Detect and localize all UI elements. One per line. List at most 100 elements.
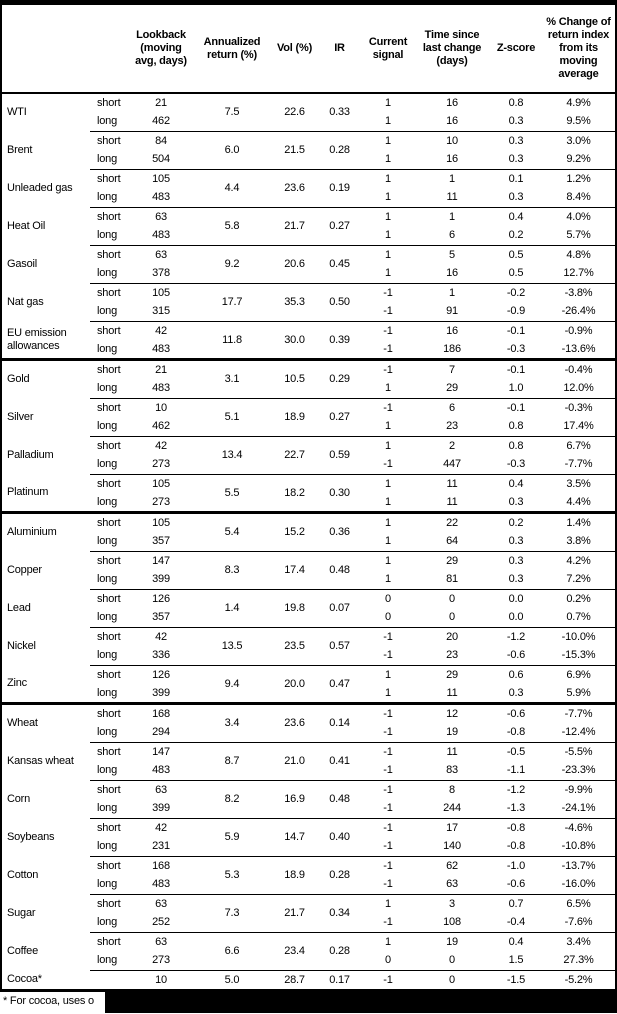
current-signal-value: -1 xyxy=(383,458,393,471)
change-value: -3.8% xyxy=(542,282,615,302)
table-row: EU emission allowances short 42 11.8 30.0 0.3… xyxy=(2,320,615,360)
current-signal-value: -1 xyxy=(362,320,414,340)
lookback-value: 42 xyxy=(130,320,192,340)
zscore-value: -0.8 xyxy=(506,726,526,739)
change-value: 0.2% xyxy=(542,588,615,608)
ir-value: 0.50 xyxy=(317,282,362,321)
change-value: -5.5% xyxy=(542,741,615,761)
current-signal-value: 1 xyxy=(385,153,391,166)
commodity-name: Nat gas xyxy=(7,295,44,308)
lookback-value: 273 xyxy=(152,496,170,508)
time-since-value: 1 xyxy=(414,282,490,302)
vol-value: 21.7 xyxy=(272,206,317,245)
commodity-name: Corn xyxy=(7,792,31,805)
position-label: short xyxy=(90,511,130,532)
lookback-value: 126 xyxy=(130,664,192,684)
col-header-annualized-return: Annualized return (%) xyxy=(192,5,272,94)
commodity-name: Brent xyxy=(7,143,33,156)
lookback-value: 105 xyxy=(130,282,192,302)
current-signal-value: -1 xyxy=(362,358,414,379)
change-value: -4.6% xyxy=(542,817,615,837)
table-row: Aluminium short 105 5.4 15.2 0.36 1 22 0.2 1.4% xyxy=(2,511,615,551)
current-signal-value: 0 xyxy=(362,588,414,608)
col-header-vol: Vol (%) xyxy=(272,5,317,94)
time-since-value: 244 xyxy=(443,802,461,815)
position-label: short xyxy=(90,893,130,913)
table-row: Gold short 21 3.1 10.5 0.29 -1 7 -0.1 -0.4% xyxy=(2,358,615,398)
zscore-value: 1.0 xyxy=(508,382,524,395)
current-signal-value: -1 xyxy=(383,726,393,739)
vol-value: 21.5 xyxy=(272,130,317,169)
time-since-value: 19 xyxy=(446,726,458,739)
change-value: -7.7% xyxy=(564,458,593,471)
time-since-value: 16 xyxy=(414,320,490,340)
zscore-value: 0.3 xyxy=(490,550,542,570)
time-since-value: 16 xyxy=(446,115,458,128)
current-signal-value: -1 xyxy=(383,802,393,815)
change-value: 4.2% xyxy=(542,550,615,570)
annualized-return-value: 9.4 xyxy=(192,664,272,704)
table-row: Wheat short 168 3.4 23.6 0.14 -1 12 -0.6 -7.7% xyxy=(2,702,615,742)
lookback-value: 294 xyxy=(152,726,170,739)
zscore-value: -1.5 xyxy=(490,969,542,989)
time-since-value: 64 xyxy=(446,535,458,548)
signals-table: Lookback (moving avg, days) Annualized r… xyxy=(2,5,615,989)
ir-value: 0.33 xyxy=(329,106,350,119)
position-label: long xyxy=(97,496,117,508)
position-label: short xyxy=(90,550,130,570)
change-value: -7.7% xyxy=(542,702,615,723)
position-label: long xyxy=(97,916,117,929)
annualized-return-value: 17.7 xyxy=(192,282,272,321)
change-value: -15.3% xyxy=(561,649,596,662)
zscore-value: 0.3 xyxy=(490,130,542,150)
change-value: -12.4% xyxy=(561,726,596,739)
time-since-value: 29 xyxy=(414,550,490,570)
time-since-value: 0 xyxy=(449,954,455,967)
zscore-value: 0.8 xyxy=(490,435,542,455)
commodity-name: Sugar xyxy=(7,906,36,919)
annualized-return-value: 5.9 xyxy=(192,817,272,856)
position-label: short xyxy=(90,473,130,493)
time-since-value: 16 xyxy=(446,97,458,109)
time-since-value: 91 xyxy=(446,305,458,318)
change-value: -5.2% xyxy=(542,969,615,989)
commodity-name: Coffee xyxy=(7,944,39,957)
zscore-value: 0.8 xyxy=(508,420,524,433)
vol-value: 20.6 xyxy=(272,244,317,283)
current-signal-value: 1 xyxy=(362,206,414,226)
position-label: long xyxy=(97,649,117,662)
position-label: long xyxy=(97,573,117,586)
table-row: Unleaded gas short 105 4.4 23.6 0.19 1 1 0.1 1.2% xyxy=(2,168,615,207)
commodity-name: Copper xyxy=(7,563,42,576)
position-label: short xyxy=(90,320,130,340)
annualized-return-value: 8.2 xyxy=(192,779,272,818)
position-label: short xyxy=(90,435,130,455)
time-since-value: 20 xyxy=(414,626,490,646)
lookback-value: 147 xyxy=(130,741,192,761)
lookback-value: 315 xyxy=(152,305,170,318)
annualized-return-value: 13.5 xyxy=(192,626,272,665)
zscore-value: -0.4 xyxy=(506,916,526,929)
change-value: 6.5% xyxy=(542,893,615,913)
current-signal-value: -1 xyxy=(383,764,393,777)
vol-value: 19.8 xyxy=(272,588,317,627)
time-since-value: 108 xyxy=(443,916,461,929)
current-signal-value: 0 xyxy=(385,954,391,967)
current-signal-value: 1 xyxy=(385,97,391,109)
position-label: long xyxy=(97,687,117,699)
ir-value: 0.59 xyxy=(317,435,362,474)
col-header-current-signal: Current signal xyxy=(362,5,414,94)
lookback-value: 63 xyxy=(130,244,192,264)
position-label: short xyxy=(90,244,130,264)
lookback-value: 21 xyxy=(130,358,192,379)
time-since-value: 63 xyxy=(446,878,458,891)
time-since-value: 140 xyxy=(443,840,461,853)
time-since-value: 11 xyxy=(446,191,458,204)
annualized-return-value: 8.3 xyxy=(192,550,272,589)
table-row: Nat gas short 105 17.7 35.3 0.50 -1 1 -0.2 -3.8% xyxy=(2,282,615,321)
commodity-name: Gasoil xyxy=(7,257,37,270)
zscore-value: -0.6 xyxy=(506,649,526,662)
lookback-value: 336 xyxy=(152,649,170,662)
current-signal-value: -1 xyxy=(362,817,414,837)
change-value: 12.7% xyxy=(563,267,594,280)
